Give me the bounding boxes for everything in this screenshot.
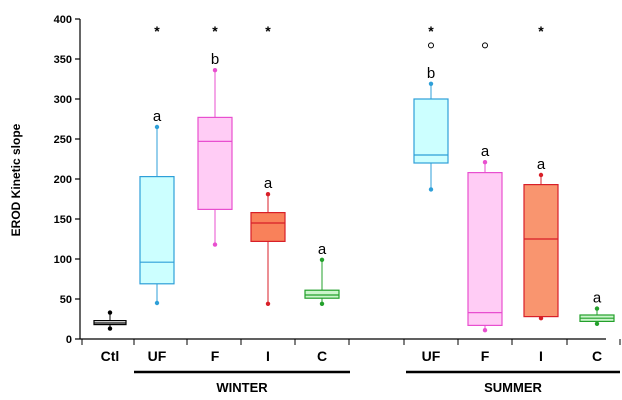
group-labels: WINTER SUMMER (134, 370, 620, 395)
group-label: SUMMER (484, 380, 542, 395)
box-iqr (139, 176, 175, 285)
max-point (265, 192, 271, 197)
box-summer-uf: b* (413, 23, 449, 192)
category-label: UF (422, 348, 441, 364)
max-point (482, 160, 488, 165)
y-tick-label: 250 (54, 134, 72, 146)
significance-star: * (212, 23, 218, 39)
y-tick-label: 400 (54, 14, 72, 26)
box-iqr (304, 289, 340, 299)
significance-letter: b (427, 65, 435, 82)
min-point (107, 326, 113, 331)
y-tick-label: 100 (54, 254, 72, 266)
group-label: WINTER (216, 380, 268, 395)
significance-letter: a (153, 108, 162, 125)
y-tick-label: 150 (54, 214, 72, 226)
boxes: a*b*a*ab*aa*a (93, 23, 615, 333)
significance-star: * (154, 23, 160, 39)
max-point (212, 68, 218, 73)
significance-star: * (538, 23, 544, 39)
significance-letter: a (593, 290, 602, 307)
min-point (154, 300, 160, 306)
box-winter-c: a (304, 241, 340, 306)
box-iqr (250, 212, 286, 243)
y-tick-label: 350 (54, 54, 72, 66)
max-point (428, 81, 434, 87)
box-iqr (413, 98, 449, 164)
significance-star: * (428, 23, 434, 39)
significance-letter: a (481, 143, 490, 160)
min-point (265, 301, 271, 306)
y-tick-label: 0 (66, 334, 72, 346)
max-point (538, 172, 544, 178)
category-label: I (539, 348, 543, 364)
min-point (212, 242, 218, 247)
category-label: C (592, 348, 602, 364)
y-axis-label: EROD Kinetic slope (9, 123, 23, 236)
category-label: F (211, 348, 220, 364)
box-iqr (197, 116, 233, 211)
min-point (428, 187, 434, 192)
significance-letter: b (211, 51, 219, 68)
category-label: Ctl (101, 348, 120, 364)
box-summer-c: a (579, 290, 615, 326)
category-label: UF (148, 348, 167, 364)
y-axis: 0 50 100 150 200 250 300 350 400 (54, 14, 81, 346)
max-point (319, 257, 325, 262)
box-summer-f: a (467, 42, 503, 333)
max-point (107, 310, 113, 315)
box-winter-uf: a* (139, 23, 175, 306)
min-point (482, 328, 488, 333)
y-tick-label: 50 (60, 294, 72, 306)
box-iqr (467, 172, 503, 327)
box-winter-f: b* (197, 23, 233, 247)
box-summer-i: a* (523, 23, 559, 321)
category-label: C (317, 348, 327, 364)
box-iqr (523, 184, 559, 318)
x-axis: Ctl UF F I C UF F I C (80, 338, 621, 364)
significance-star: * (265, 23, 271, 39)
category-label: I (266, 348, 270, 364)
box-winter-i: a* (250, 23, 286, 306)
outlier-point (482, 42, 488, 49)
significance-letter: a (264, 175, 273, 192)
box-ctl (93, 310, 127, 331)
significance-letter: a (537, 156, 546, 173)
outlier-point (428, 42, 434, 49)
significance-letter: a (318, 241, 327, 258)
min-point (319, 301, 325, 306)
max-point (594, 306, 600, 311)
category-label: F (481, 348, 490, 364)
y-tick-label: 200 (54, 174, 72, 186)
max-point (154, 124, 160, 130)
min-point (594, 321, 600, 326)
min-point (538, 316, 544, 321)
y-tick-label: 300 (54, 94, 72, 106)
